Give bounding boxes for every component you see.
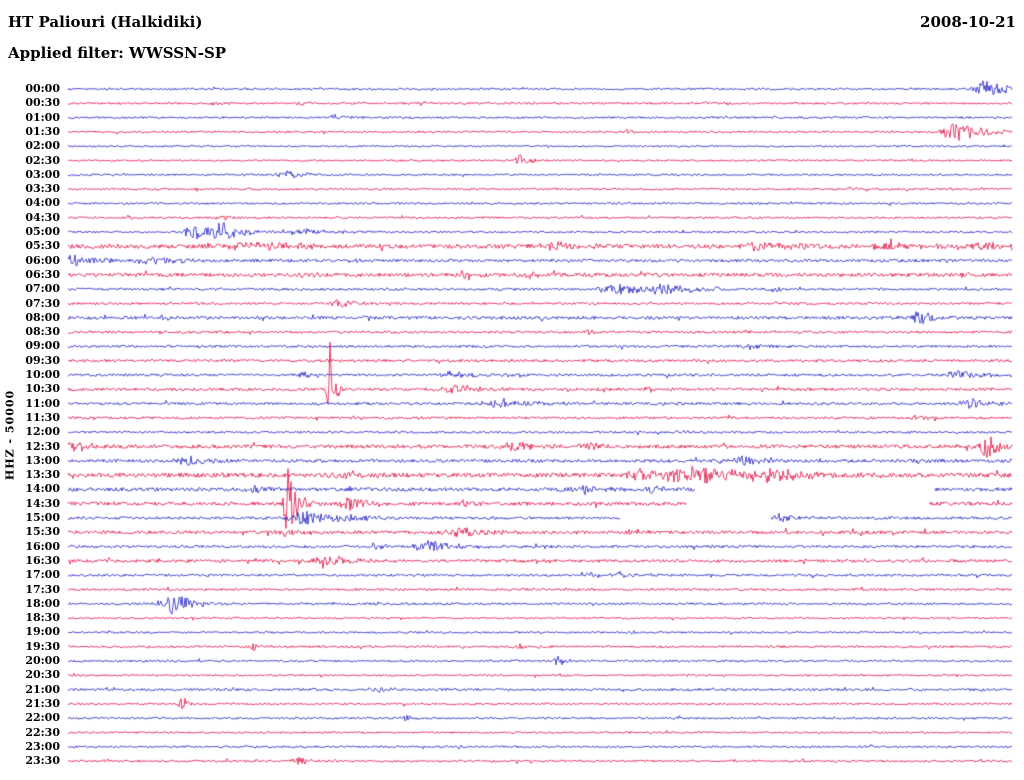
helicorder-page: HT Paliouri (Halkidiki) 2008-10-21 Appli… [0,0,1024,780]
seismogram-canvas [0,0,1024,780]
